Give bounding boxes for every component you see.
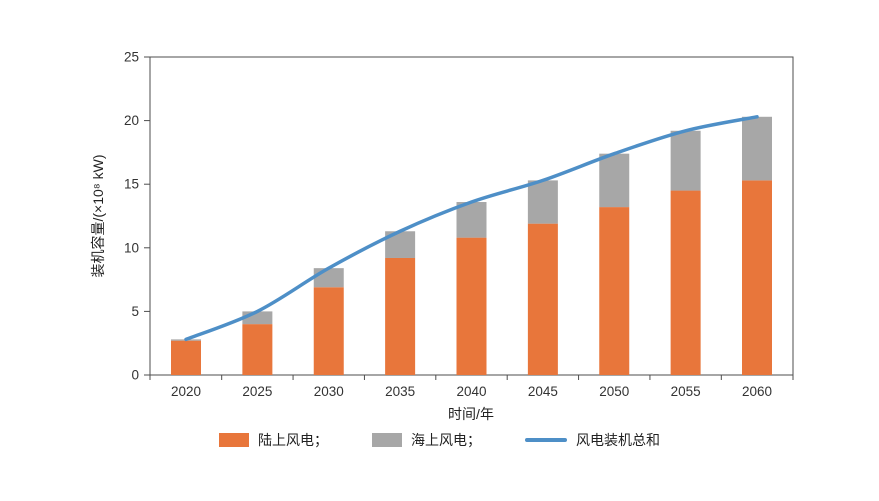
legend-item-onshore-wind: 陆上风电； (219, 430, 328, 450)
y-tick-label: 10 (124, 240, 139, 255)
x-tick-label: 2050 (599, 384, 629, 399)
x-axis-title: 时间/年 (448, 406, 494, 422)
bar-onshore-wind (385, 257, 416, 375)
x-tick-label: 2025 (242, 384, 272, 399)
legend-item-total-wind: 风电装机总和 (525, 430, 660, 450)
bar-onshore-wind (742, 180, 772, 375)
bar-offshore-wind (742, 116, 772, 181)
y-tick-label: 5 (131, 304, 139, 319)
bar-onshore-wind (670, 190, 701, 375)
bar-onshore-wind (242, 324, 273, 375)
bar-offshore-wind (527, 180, 558, 224)
total-wind-line (184, 115, 759, 342)
chart-legend: 陆上风电； 海上风电； 风电装机总和 (0, 430, 879, 450)
bar-onshore-wind (456, 237, 487, 375)
bar-offshore-wind (313, 268, 344, 288)
x-tick-label: 2045 (528, 384, 558, 399)
bar-onshore-wind (599, 207, 630, 375)
bar-onshore-wind (313, 287, 344, 375)
bar-offshore-wind (670, 130, 701, 191)
legend-item-offshore-wind: 海上风电； (372, 430, 481, 450)
x-tick-label: 2040 (456, 384, 486, 399)
bar-onshore-wind (171, 340, 201, 375)
bar-offshore-wind (456, 202, 487, 238)
legend-swatch-onshore-wind (219, 433, 249, 447)
y-axis-title: 装机容量/(×10⁸ kW) (90, 154, 106, 278)
x-tick-label: 2030 (314, 384, 344, 399)
x-tick-label: 2060 (742, 384, 772, 399)
y-tick-label: 0 (131, 368, 139, 383)
legend-swatch-offshore-wind (372, 433, 402, 447)
y-tick-label: 25 (124, 50, 139, 65)
y-tick-label: 15 (124, 177, 139, 192)
bar-onshore-wind (527, 223, 558, 375)
x-tick-label: 2020 (171, 384, 201, 399)
y-tick-label: 20 (124, 113, 139, 128)
legend-label-total-wind: 风电装机总和 (576, 432, 660, 448)
bar-offshore-wind (599, 153, 630, 208)
legend-swatch-total-line (525, 438, 567, 442)
x-tick-label: 2035 (385, 384, 415, 399)
legend-label-offshore-wind: 海上风电； (411, 432, 481, 448)
legend-label-onshore-wind: 陆上风电； (258, 432, 328, 448)
x-tick-label: 2055 (671, 384, 701, 399)
